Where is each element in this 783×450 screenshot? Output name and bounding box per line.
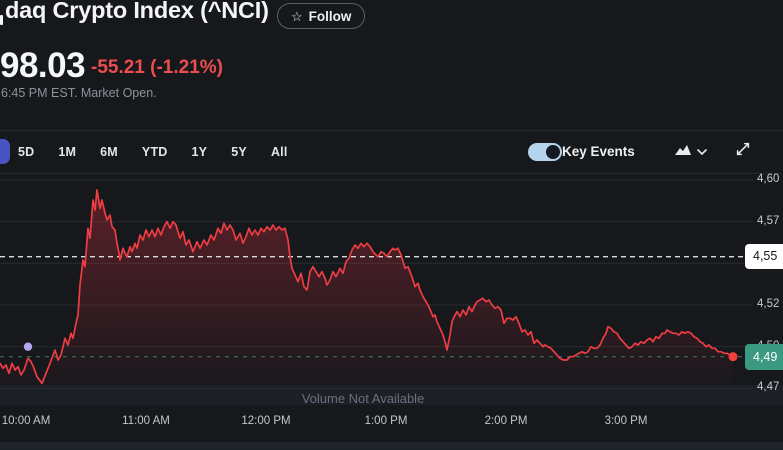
toggle-knob <box>546 145 560 159</box>
key-events-toggle[interactable] <box>528 143 562 161</box>
range-selector: 5D 1M 6M YTD 1Y 5Y All <box>18 131 288 173</box>
current-price: 98.03 <box>0 46 86 85</box>
header-divider <box>0 130 783 131</box>
range-button-6m[interactable]: 6M <box>100 145 118 159</box>
market-status: 6:45 PM EST. Market Open. <box>1 86 157 100</box>
area-chart-icon <box>674 144 692 159</box>
range-button-ytd[interactable]: YTD <box>141 145 168 159</box>
price-change: -55.21 (-1.21%) <box>91 57 224 78</box>
range-button-5d[interactable]: 5D <box>18 145 35 159</box>
area-fill <box>0 190 733 387</box>
volume-band <box>0 385 783 405</box>
title-cutoff-glyph <box>0 15 3 25</box>
expand-diagonal-icon <box>735 141 751 160</box>
toolbar-divider <box>0 173 783 174</box>
follow-label: Follow <box>308 8 352 24</box>
chart-type-button[interactable] <box>674 144 707 159</box>
last-trade-dot <box>728 352 738 362</box>
page-title: daq Crypto Index (^NCI) <box>5 0 269 23</box>
range-button-all[interactable]: All <box>270 145 288 159</box>
expand-chart-button[interactable] <box>735 141 751 160</box>
section-divider <box>0 442 783 450</box>
chevron-down-icon <box>697 144 707 159</box>
key-events-label: Key Events <box>562 144 635 159</box>
chart-toolbar: 5D 1M 6M YTD 1Y 5Y All Key Events <box>0 131 783 173</box>
star-icon: ☆ <box>291 8 303 24</box>
range-button-1m[interactable]: 1M <box>58 145 77 159</box>
range-button-5y[interactable]: 5Y <box>231 145 247 159</box>
key-event-marker[interactable] <box>23 342 33 351</box>
range-selected-pill[interactable] <box>0 139 10 164</box>
range-button-1y[interactable]: 1Y <box>191 145 208 159</box>
follow-button[interactable]: ☆ Follow <box>277 3 366 29</box>
price-line <box>0 189 734 385</box>
